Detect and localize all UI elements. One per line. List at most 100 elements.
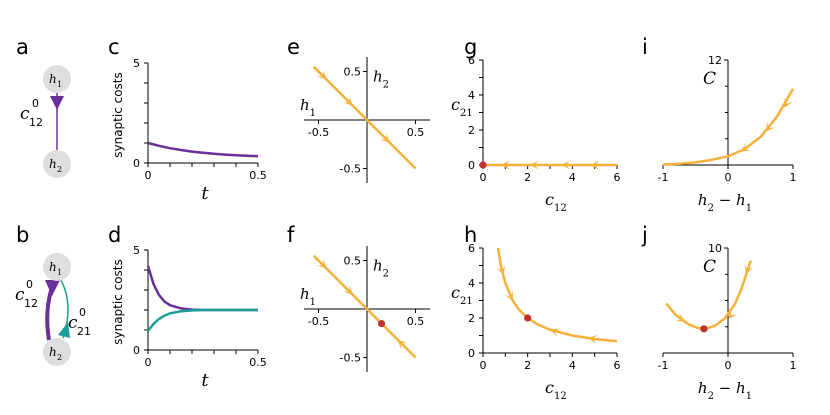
- panel-e-ytick-label-1: -0.5: [340, 162, 361, 175]
- panel-j-xtick-label-1: 0: [725, 359, 732, 372]
- panel-i-xtick-label-2: 1: [790, 171, 797, 184]
- panel-c-ylabel: synaptic costs: [111, 72, 125, 158]
- panel-f-arrow-0: [317, 259, 327, 269]
- svg-text:0: 0: [32, 97, 39, 110]
- panel-f-xtick-label-1: 0.5: [407, 315, 425, 328]
- svg-text:1: 1: [57, 268, 62, 277]
- panel-j-arrow-2: [744, 264, 754, 275]
- panel-j-xlabel: h2 − h1: [698, 379, 752, 402]
- panel-g-arrow-1: [561, 160, 571, 170]
- panel-g-fixed-point: [479, 161, 487, 169]
- svg-text:h: h: [49, 260, 57, 274]
- panel-e-phase-line: [312, 65, 417, 170]
- panel-i-xlabel: h2 − h1: [698, 191, 752, 214]
- panel-c-xtick-label-5: 0.5: [249, 169, 267, 182]
- panel-c-xtick-label-0: 0: [145, 169, 152, 182]
- synapse-terminal-a: [50, 96, 64, 110]
- panel-c-ytick-label-5: 5: [133, 57, 140, 70]
- panel-e-ytick-label-0: 0.5: [344, 66, 362, 79]
- label-c12-a: c 12 0: [20, 97, 43, 129]
- panel-d-series-purple: [146, 265, 258, 312]
- panel-h-ytick-label-4: 4: [468, 277, 475, 290]
- panel-f-fixed-point: [377, 319, 386, 328]
- panel-label-e: e: [287, 35, 300, 59]
- panel-i-arrow-1: [765, 121, 775, 132]
- panel-j-arrow-0: [675, 313, 686, 322]
- svg-text:0: 0: [26, 278, 33, 291]
- panel-i-xtick-label-1: 0: [725, 171, 732, 184]
- panel-d-xtick-label-0: 0: [145, 356, 152, 369]
- panel-e-xtick-label-0: -0.5: [308, 126, 329, 139]
- panel-j-arrow-1: [728, 308, 738, 319]
- panel-label-h: h: [464, 223, 477, 247]
- panel-label-j: j: [641, 223, 648, 247]
- panel-f-ylabel: h2: [373, 257, 389, 280]
- panel-j-ytick-label-0: 10: [708, 242, 722, 255]
- panel-g-ytick-label-0: 0: [468, 159, 475, 172]
- panel-d-xtick-label-5: 0.5: [249, 356, 267, 369]
- panel-e-arrow-0: [317, 70, 327, 80]
- panel-h-xtick-label-2: 2: [524, 359, 531, 372]
- label-c21-b: c 21 0: [68, 306, 91, 338]
- panel-i-xtick-label-0: -1: [658, 171, 669, 184]
- panel-g-xlabel: c12: [545, 190, 567, 214]
- panel-label-b: b: [16, 223, 29, 247]
- panel-label-a: a: [16, 35, 29, 59]
- panel-h-fixed-point: [524, 314, 532, 322]
- panel-d-series-teal: [147, 308, 258, 332]
- svg-text:c: c: [68, 313, 78, 333]
- svg-text:1: 1: [57, 80, 62, 89]
- panel-c-ytick-label-0: 0: [133, 157, 140, 170]
- panel-d-ytick-label-0: 0: [133, 344, 140, 357]
- panel-d-ylabel: synaptic costs: [111, 259, 125, 345]
- svg-text:c: c: [20, 104, 30, 124]
- panel-c-xlabel: t: [201, 183, 209, 204]
- panel-h-xlabel: c12: [545, 378, 567, 402]
- panel-c-series-purple: [147, 141, 259, 158]
- svg-text:h: h: [49, 345, 57, 359]
- panel-i-ylabel: C: [703, 69, 716, 89]
- panel-d-xlabel: t: [201, 370, 209, 391]
- label-c12-b: c 12 0: [15, 278, 38, 310]
- svg-text:c: c: [15, 285, 25, 305]
- panel-g-ytick-label-2: 2: [468, 124, 475, 137]
- panel-f-arrow-1: [343, 285, 353, 295]
- panel-j-ylabel: C: [703, 257, 716, 277]
- panel-j-fixed-point: [700, 325, 708, 333]
- panel-h-xtick-label-6: 6: [614, 359, 621, 372]
- panel-h-arrow-0: [496, 265, 506, 276]
- panel-h-xtick-label-4: 4: [569, 359, 576, 372]
- panel-h-arrow-3: [587, 334, 598, 344]
- panel-h-arrow-1: [504, 290, 514, 302]
- panel-g-ytick-label-6: 6: [468, 54, 475, 67]
- synapse-terminal-c21-b: [58, 322, 70, 338]
- svg-text:21: 21: [77, 325, 91, 338]
- panel-label-c: c: [108, 35, 120, 59]
- panel-f-xlabel: h1: [300, 285, 316, 308]
- panel-e-ylabel: h2: [373, 68, 389, 91]
- panel-g-xtick-label-2: 2: [524, 171, 531, 184]
- svg-text:2: 2: [57, 353, 62, 362]
- panel-label-d: d: [108, 223, 121, 247]
- panel-e-xtick-label-1: 0.5: [407, 126, 425, 139]
- panel-g-xtick-label-0: 0: [480, 171, 487, 184]
- svg-text:0: 0: [79, 306, 86, 319]
- panel-f-arrow-2: [397, 339, 408, 350]
- charts-layer: 0 0.5 0 5 synaptic costs t 0 0.5 0 5 synaptic cost…: [111, 54, 797, 402]
- panel-i-cost-curve: [662, 88, 795, 166]
- panel-g-arrow-3: [500, 160, 510, 170]
- panel-i-arrow-2: [740, 143, 751, 152]
- svg-text:h: h: [49, 157, 57, 171]
- panel-g-ytick-label-4: 4: [468, 89, 475, 102]
- panel-h-ytick-label-0: 0: [468, 347, 475, 360]
- panel-g-xtick-label-6: 6: [614, 171, 621, 184]
- panel-i-ytick-label-0: 12: [708, 54, 722, 67]
- panel-h-trajectory: [496, 247, 618, 343]
- panel-h-xtick-label-0: 0: [480, 359, 487, 372]
- panel-label-g: g: [464, 35, 477, 59]
- panel-e-xlabel: h1: [300, 96, 316, 119]
